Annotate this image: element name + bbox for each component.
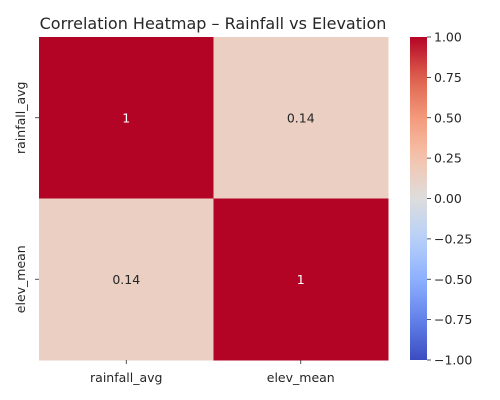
heatmap-cell [213,198,389,361]
heatmap-cell [39,37,214,199]
heatmap-cell-labels: 1 0.14 0.14 1 [112,110,314,287]
heatmap-cell [39,198,214,361]
colorbar-tick-label: 0.25 [434,151,462,166]
y-axis: rainfall_avg elev_mean [13,82,39,313]
y-tick-label: rainfall_avg [13,82,28,154]
heatmap-cell [213,37,389,199]
heatmap-cells [39,37,389,361]
colorbar-tick-label: 0.50 [434,110,462,125]
cell-value-label: 1 [297,272,305,287]
colorbar-tick-label: −0.50 [434,272,472,287]
colorbar-tick-label: 0.75 [434,70,462,85]
chart-title: Correlation Heatmap – Rainfall vs Elevat… [40,14,387,33]
cell-value-label: 0.14 [112,272,140,287]
colorbar [410,37,427,360]
x-axis: rainfall_avg elev_mean [90,360,335,385]
cell-value-label: 1 [122,110,130,125]
colorbar-tick-label: −1.00 [434,353,472,368]
colorbar-axis: 1.00 0.75 0.50 0.25 0.00 −0.25 −0.50 −0.75 −1.00 [427,30,472,368]
colorbar-tick-label: −0.75 [434,312,472,327]
y-tick-label: elev_mean [13,245,28,313]
cell-value-label: 0.14 [287,110,315,125]
x-tick-label: rainfall_avg [90,370,162,385]
x-tick-label: elev_mean [267,370,335,385]
colorbar-tick-label: 1.00 [434,30,462,45]
colorbar-tick-label: −0.25 [434,231,472,246]
colorbar-tick-label: 0.00 [434,191,462,206]
